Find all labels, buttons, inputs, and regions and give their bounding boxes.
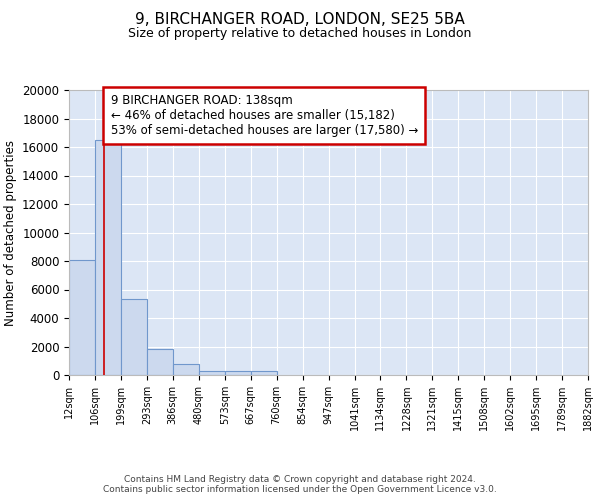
Bar	[69, 260, 95, 375]
Bar	[147, 348, 173, 375]
Bar	[251, 371, 277, 375]
Text: 9 BIRCHANGER ROAD: 138sqm
← 46% of detached houses are smaller (15,182)
53% of s: 9 BIRCHANGER ROAD: 138sqm ← 46% of detac…	[110, 94, 418, 138]
Text: Size of property relative to detached houses in London: Size of property relative to detached ho…	[128, 28, 472, 40]
Bar	[173, 364, 199, 375]
Bar	[224, 371, 251, 375]
Y-axis label: Number of detached properties: Number of detached properties	[4, 140, 17, 326]
Bar	[121, 300, 147, 375]
Text: Contains HM Land Registry data © Crown copyright and database right 2024.
Contai: Contains HM Land Registry data © Crown c…	[103, 474, 497, 494]
Bar	[95, 140, 121, 375]
Text: 9, BIRCHANGER ROAD, LONDON, SE25 5BA: 9, BIRCHANGER ROAD, LONDON, SE25 5BA	[135, 12, 465, 28]
Bar	[199, 370, 224, 375]
